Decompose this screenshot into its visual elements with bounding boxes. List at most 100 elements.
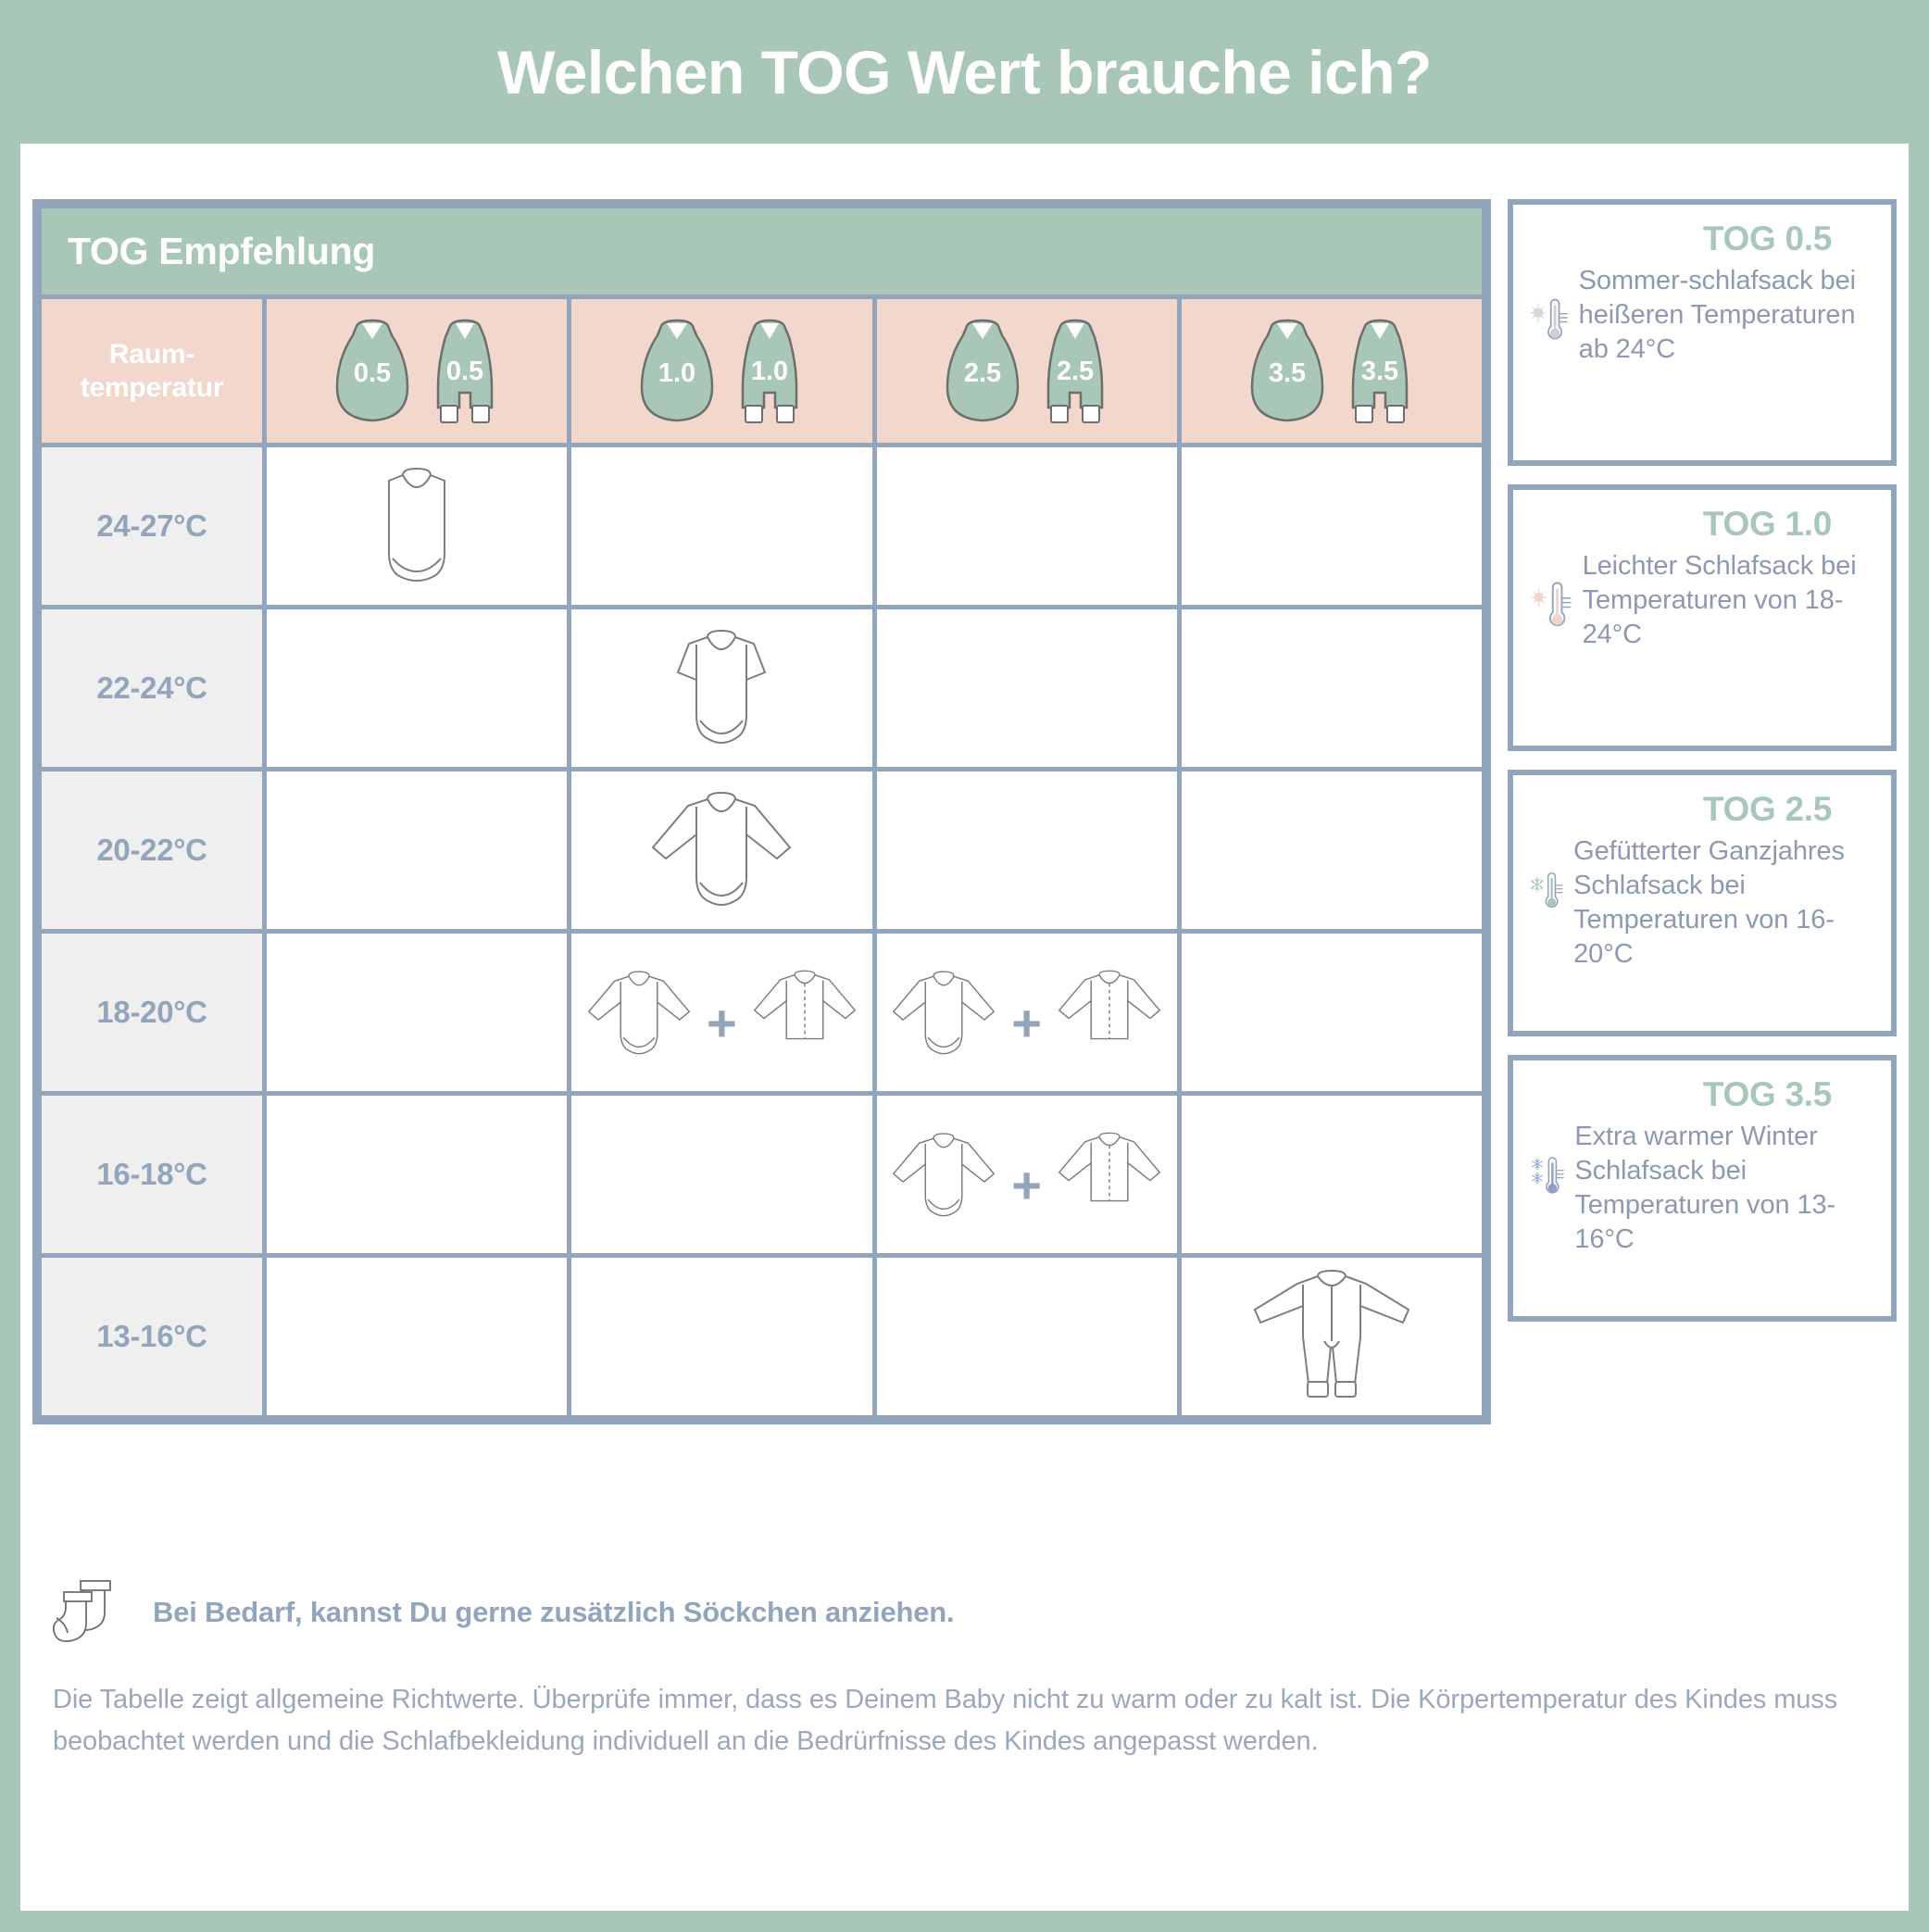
title-bar: Welchen TOG Wert brauche ich? <box>0 0 1929 144</box>
tog-card-3-5[interactable]: TOG 3.5 <box>1508 1055 1897 1322</box>
sleeping-bag-legs-icon: 1.0 <box>742 319 798 423</box>
tog-card-1-0[interactable]: TOG 1.0 <box>1508 484 1897 751</box>
tog-legend-sidebar: TOG 0.5 <box>1508 199 1897 1424</box>
plus-icon: + <box>1011 994 1042 1053</box>
footer: Bei Bedarf, kannst Du gerne zusätzlich S… <box>53 1577 1882 1763</box>
cell-22-24-tog-0-5 <box>267 609 568 767</box>
cell-16-18-tog-1-0 <box>571 1096 872 1253</box>
sleeping-bag-sack-icon: 3.5 <box>1250 319 1324 421</box>
plus-icon: + <box>707 994 737 1053</box>
cell-13-16-tog-2-5 <box>876 1258 1177 1415</box>
tog-card-text: Sommer-schlafsack bei heißeren Temperatu… <box>1578 266 1856 365</box>
tog-value-sack: 2.5 <box>963 358 1000 388</box>
tog-card-2-5[interactable]: TOG 2.5 <box>1508 770 1897 1036</box>
cardigan-icon <box>1058 1132 1161 1202</box>
row-header-corner: Raum- temperatur <box>42 299 263 443</box>
tog-value-sack: 3.5 <box>1269 358 1306 388</box>
table-caption-row: TOG Empfehlung <box>42 208 1482 295</box>
long-sleeve-bodysuit-icon <box>893 971 996 1055</box>
short-sleeve-bodysuit-icon <box>677 629 767 744</box>
tog-card-title: TOG 3.5 <box>1702 1075 1832 1113</box>
content-sheet: TOG Empfehlung Raum- temperatur <box>20 144 1909 1911</box>
column-header-tog-2-5: 2.5 2.5 <box>876 299 1177 443</box>
table-row: 20-22°C <box>42 772 1482 929</box>
sun-thermometer-icon <box>1530 298 1568 340</box>
temperature-label: 20-22°C <box>42 772 263 929</box>
cell-16-18-tog-2-5: + <box>876 1096 1177 1253</box>
tog-value-legs: 1.0 <box>751 357 788 386</box>
cell-22-24-tog-2-5 <box>876 609 1177 767</box>
cell-16-18-tog-0-5 <box>267 1096 568 1253</box>
tog-card-title: TOG 2.5 <box>1702 790 1832 828</box>
table-row: 16-18°C <box>42 1096 1482 1253</box>
cell-20-22-tog-2-5 <box>876 772 1177 929</box>
snowflake-thermometer-icon <box>1530 872 1563 908</box>
column-header-tog-3-5: 3.5 3.5 <box>1181 299 1482 443</box>
tog-card-title: TOG 0.5 <box>1702 220 1832 257</box>
long-sleeve-bodysuit-icon <box>651 791 792 906</box>
table-header-row: Raum- temperatur 0.5 <box>42 299 1482 443</box>
sleeping-bag-legs-icon: 0.5 <box>436 319 494 423</box>
socks-note-text: Bei Bedarf, kannst Du gerne zusätzlich S… <box>153 1596 955 1628</box>
socks-note-row: Bei Bedarf, kannst Du gerne zusätzlich S… <box>53 1577 1882 1648</box>
sun-thermometer-icon <box>1531 582 1572 627</box>
cell-24-27-tog-3-5 <box>1181 447 1482 605</box>
tog-card-0-5[interactable]: TOG 0.5 <box>1508 199 1897 466</box>
plus-icon: + <box>1011 1156 1042 1215</box>
cell-22-24-tog-1-0 <box>571 609 872 767</box>
cell-24-27-tog-2-5 <box>876 447 1177 605</box>
column-header-tog-1-0: 1.0 1.0 <box>571 299 872 443</box>
long-sleeve-bodysuit-icon <box>587 971 691 1055</box>
cell-22-24-tog-3-5 <box>1181 609 1482 767</box>
cell-18-20-tog-3-5 <box>1181 934 1482 1091</box>
row-header-label-line1: Raum- <box>108 339 195 370</box>
cell-20-22-tog-0-5 <box>267 772 568 929</box>
temperature-label: 16-18°C <box>42 1096 263 1253</box>
cell-20-22-tog-1-0 <box>571 772 872 929</box>
cell-20-22-tog-3-5 <box>1181 772 1482 929</box>
column-header-tog-0-5: 0.5 0.5 <box>267 299 568 443</box>
tog-card-text: Extra warmer Winter Schlafsack bei Tempe… <box>1574 1122 1836 1255</box>
table-row: 22-24°C <box>42 609 1482 767</box>
page-title: Welchen TOG Wert brauche ich? <box>497 37 1432 107</box>
tog-value-legs: 3.5 <box>1361 357 1398 386</box>
tog-value-sack: 1.0 <box>658 358 695 388</box>
temperature-label: 22-24°C <box>42 609 263 767</box>
tog-value-sack: 0.5 <box>354 358 391 388</box>
tog-table-wrapper: TOG Empfehlung Raum- temperatur <box>32 199 1491 1424</box>
table-caption: TOG Empfehlung <box>42 208 1482 295</box>
tog-card-text: Leichter Schlafsack bei Temperaturen von… <box>1582 551 1857 650</box>
cell-24-27-tog-0-5 <box>267 447 568 605</box>
baby-socks-icon <box>53 1580 111 1642</box>
tog-card-title: TOG 1.0 <box>1702 505 1832 543</box>
tog-table: TOG Empfehlung Raum- temperatur <box>32 199 1491 1424</box>
long-sleeve-bodysuit-icon <box>893 1133 996 1217</box>
row-header-label-line2: temperatur <box>80 371 224 403</box>
cardigan-icon <box>753 970 856 1040</box>
footed-pajama-icon <box>1253 1269 1410 1398</box>
sleeping-bag-legs-icon: 2.5 <box>1046 319 1103 423</box>
double-snowflake-thermometer-icon <box>1532 1157 1564 1194</box>
sleeping-bag-sack-icon: 1.0 <box>641 319 714 421</box>
table-row: 24-27°C <box>42 447 1482 605</box>
sleeping-bag-sack-icon: 0.5 <box>335 319 409 421</box>
cell-13-16-tog-0-5 <box>267 1258 568 1415</box>
cell-16-18-tog-3-5 <box>1181 1096 1482 1253</box>
temperature-label: 24-27°C <box>42 447 263 605</box>
sleeping-bag-sack-icon: 2.5 <box>946 319 1019 421</box>
cell-24-27-tog-1-0 <box>571 447 872 605</box>
table-row: 18-20°C <box>42 934 1482 1091</box>
tog-card-text: Gefütterter Ganzjahres Schlafsack bei Te… <box>1573 836 1845 970</box>
cell-18-20-tog-2-5: + <box>876 934 1177 1091</box>
cell-18-20-tog-1-0: + <box>571 934 872 1091</box>
cardigan-icon <box>1058 970 1161 1040</box>
cell-18-20-tog-0-5 <box>267 934 568 1091</box>
sleeveless-bodysuit-icon <box>388 467 446 582</box>
tog-value-legs: 2.5 <box>1056 357 1093 386</box>
temperature-label: 18-20°C <box>42 934 263 1091</box>
content-row: TOG Empfehlung Raum- temperatur <box>32 199 1897 1424</box>
cell-13-16-tog-3-5 <box>1181 1258 1482 1415</box>
cell-13-16-tog-1-0 <box>571 1258 872 1415</box>
tog-value-legs: 0.5 <box>446 357 483 386</box>
